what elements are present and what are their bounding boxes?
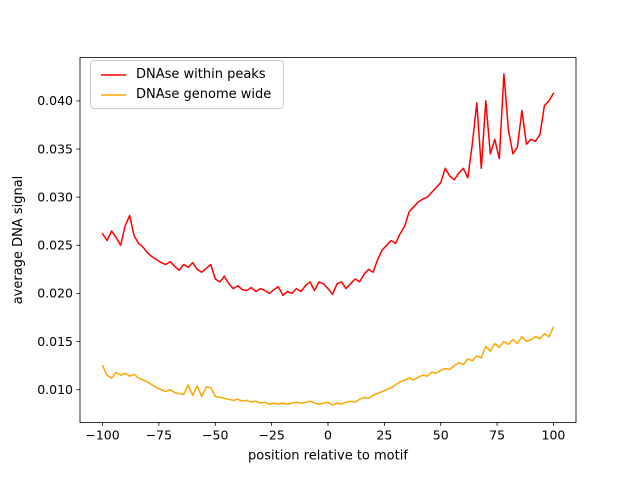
y-tick-label: 0.015 bbox=[37, 334, 73, 349]
legend-label: DNAse genome wide bbox=[136, 87, 272, 102]
x-tick-label: 50 bbox=[433, 427, 449, 442]
legend-line-swatch-red bbox=[101, 73, 126, 76]
x-tick-label: −100 bbox=[85, 427, 119, 442]
y-tick-label: 0.025 bbox=[37, 238, 73, 253]
x-tick-label: −25 bbox=[258, 427, 284, 442]
y-axis-label: average DNA signal bbox=[11, 176, 26, 305]
x-tick-label: 75 bbox=[489, 427, 505, 442]
series-line bbox=[101, 73, 555, 297]
legend-label: DNAse within peaks bbox=[136, 67, 266, 82]
legend-line-swatch-orange bbox=[101, 93, 126, 96]
y-tick-label: 0.030 bbox=[37, 189, 73, 204]
y-tick-label: 0.040 bbox=[37, 93, 73, 108]
series-line bbox=[101, 326, 555, 406]
legend: DNAse within peaks DNAse genome wide bbox=[90, 60, 285, 109]
legend-item: DNAse genome wide bbox=[100, 87, 271, 102]
y-tick-label: 0.010 bbox=[37, 382, 73, 397]
x-tick-label: −75 bbox=[146, 427, 172, 442]
x-tick-label: 0 bbox=[324, 427, 332, 442]
axes-frame bbox=[79, 57, 577, 423]
x-tick-label: −50 bbox=[202, 427, 228, 442]
x-tick-label: 100 bbox=[542, 427, 566, 442]
y-tick-label: 0.020 bbox=[37, 286, 73, 301]
x-axis-label: position relative to motif bbox=[248, 448, 408, 463]
y-tick-label: 0.035 bbox=[37, 141, 73, 156]
legend-item: DNAse within peaks bbox=[100, 67, 271, 82]
x-tick-label: 25 bbox=[376, 427, 392, 442]
